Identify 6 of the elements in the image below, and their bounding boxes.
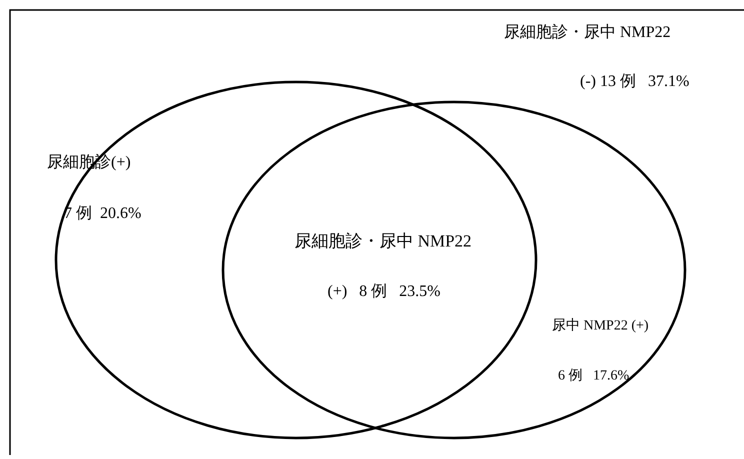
category-label: 尿細胞診・尿中 NMP22 <box>294 231 472 250</box>
data-label: 6 例 17.6% <box>558 368 630 384</box>
data-label: (+) 8 例 23.5% <box>327 283 441 300</box>
category-label: 尿中 NMP22 (+) <box>552 318 649 334</box>
data-label: (-) 13 例 37.1% <box>580 73 690 90</box>
category-label: 尿細胞診・尿中 NMP22 <box>504 23 671 42</box>
